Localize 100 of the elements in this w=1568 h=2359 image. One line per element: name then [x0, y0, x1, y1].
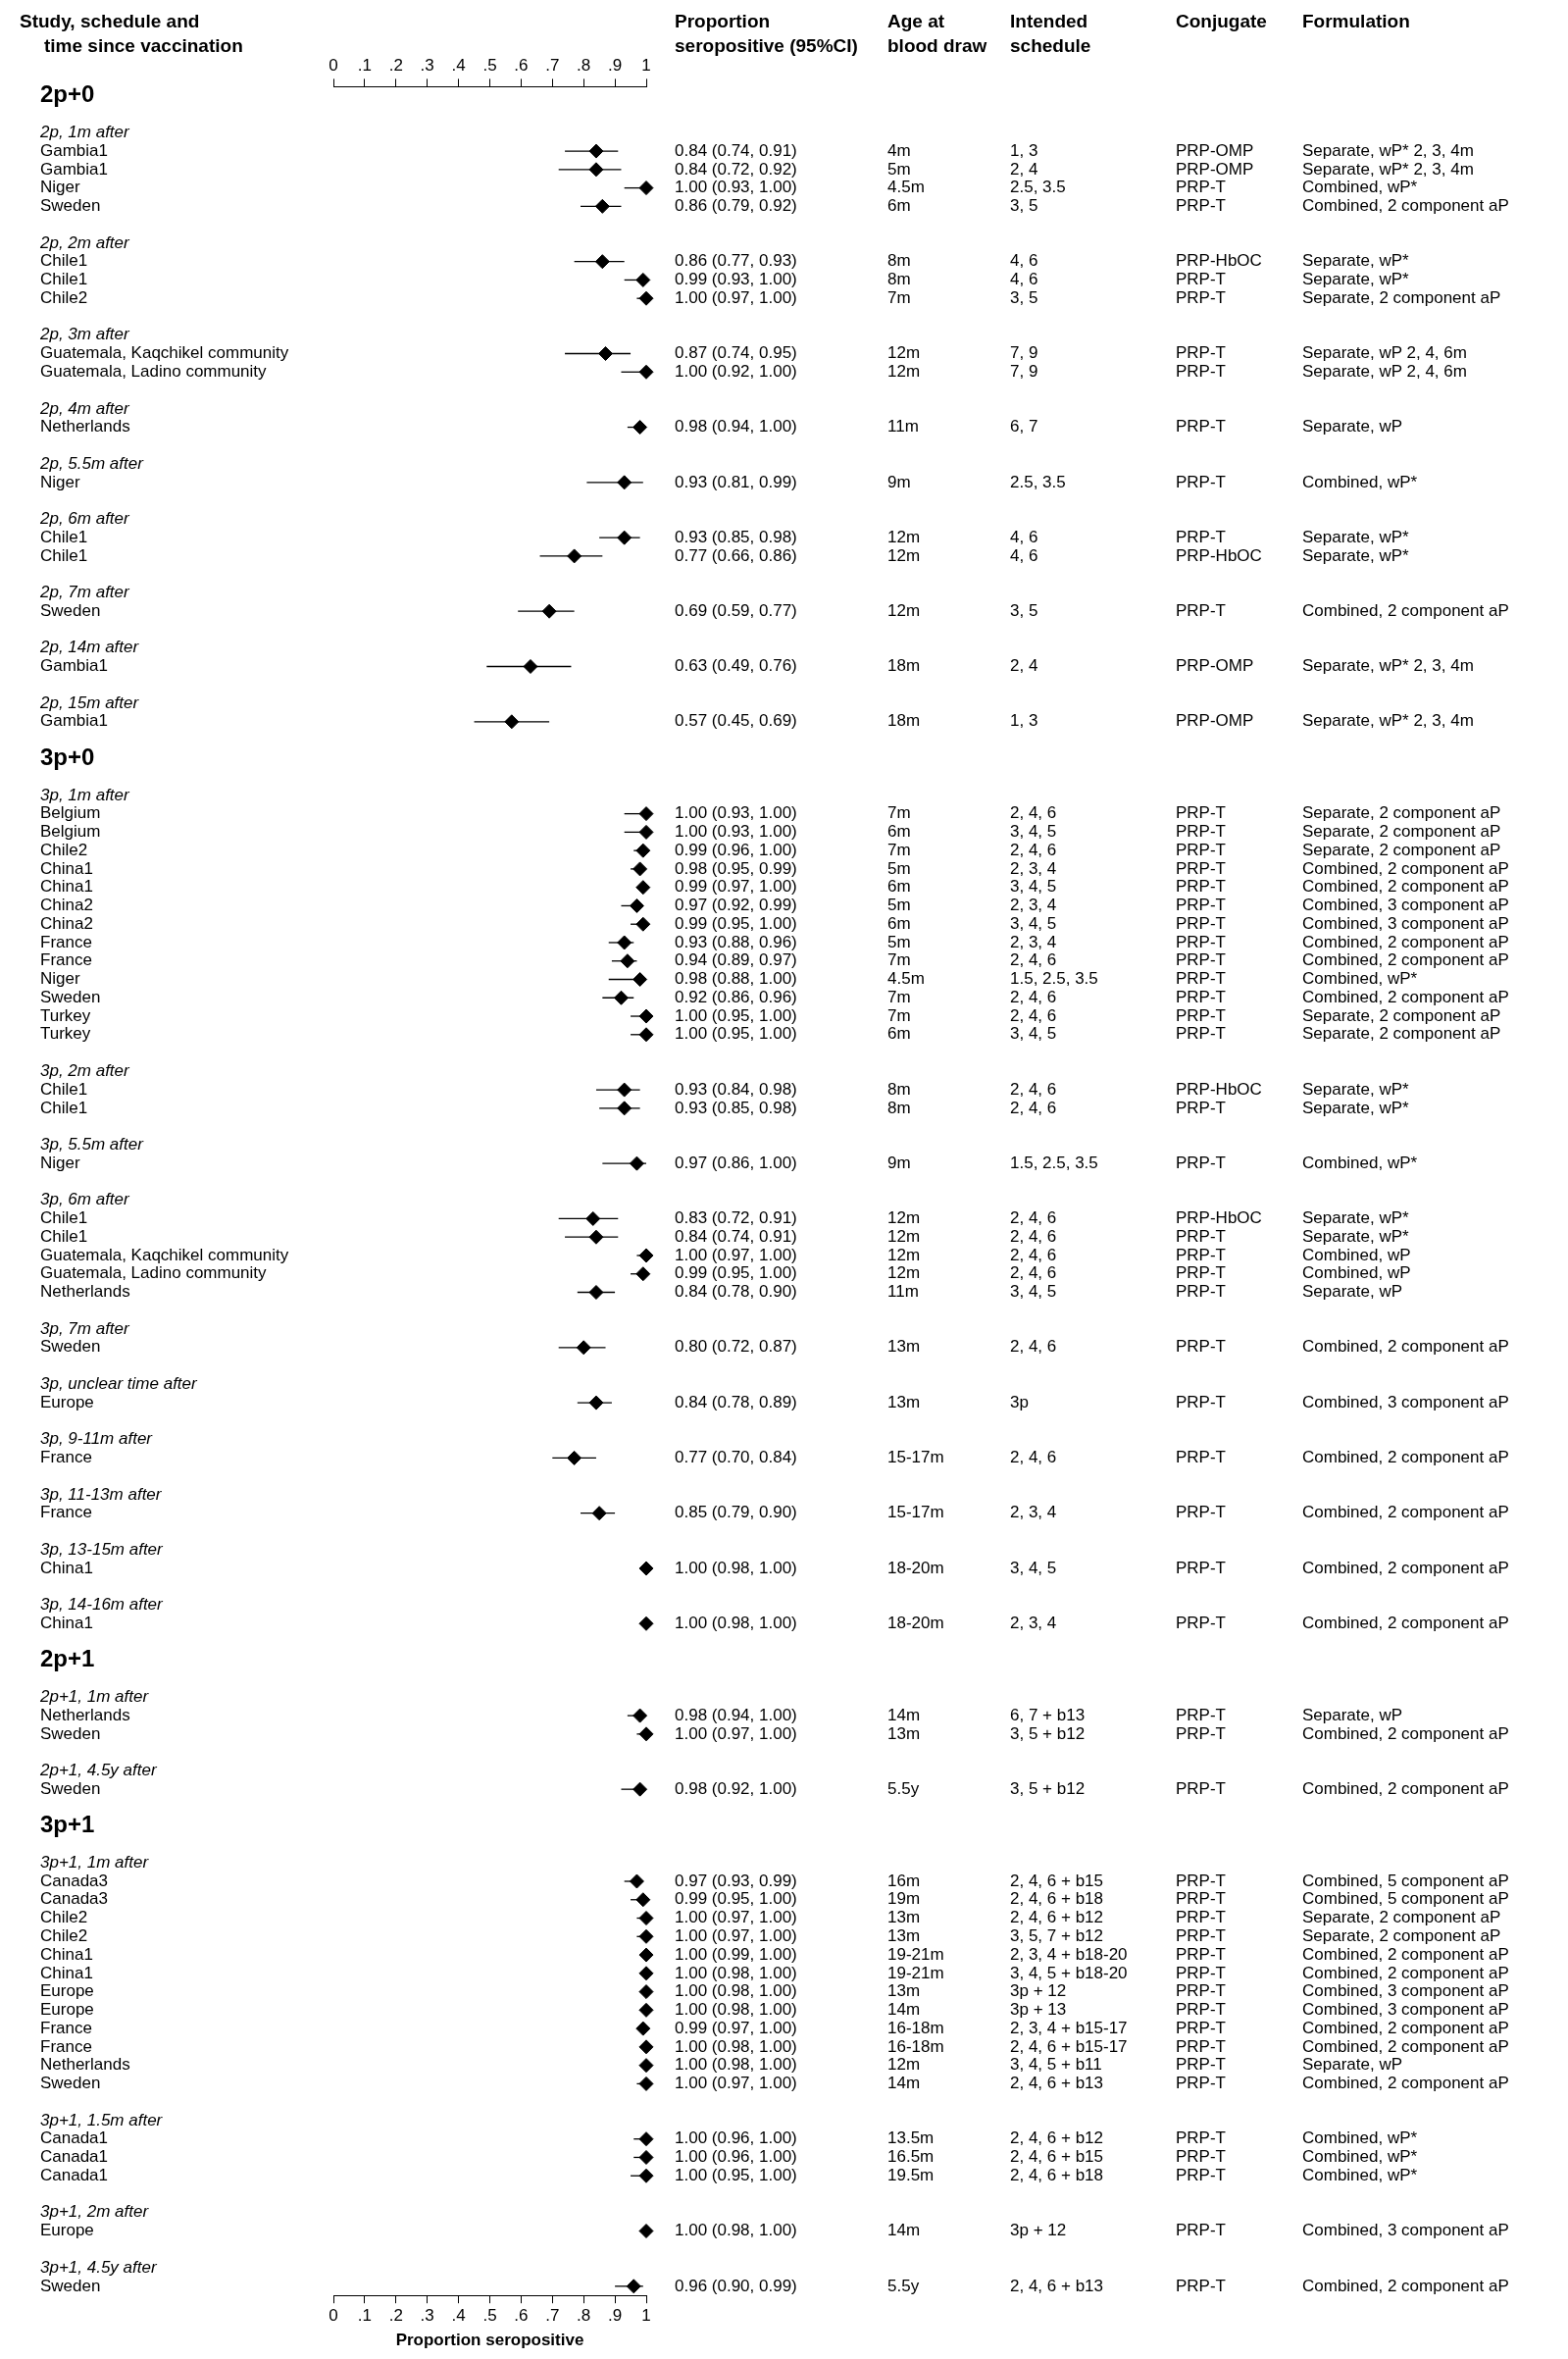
- y-tick-label: Canada1: [40, 2147, 109, 2167]
- text: Proportion seropositive (95%CI): [675, 11, 858, 57]
- text: PRP-T: [1176, 1282, 1226, 1302]
- data-label: 0.98 (0.92, 1.00): [675, 1778, 797, 1798]
- text: Combined, 5 component aP: [1302, 1889, 1509, 1909]
- text: 3, 5: [1010, 196, 1038, 216]
- text: Combined, 2 component aP: [1302, 858, 1509, 878]
- text: PRP-T: [1176, 527, 1226, 546]
- text: 6m: [887, 1024, 911, 1044]
- data-label: 1.00 (0.98, 1.00): [675, 1981, 797, 2001]
- text: Combined, 2 component aP: [1302, 2018, 1509, 2037]
- text: 8m: [887, 1098, 911, 1117]
- text: 2, 4, 6 + b13: [1010, 2276, 1103, 2295]
- text: 18m: [887, 656, 921, 676]
- text: Combined, wP: [1302, 1263, 1411, 1283]
- data-label: 0.87 (0.74, 0.95): [675, 343, 797, 363]
- text: 2, 3, 4: [1010, 1503, 1057, 1522]
- data-label: 1.00 (0.97, 1.00): [675, 1908, 797, 1927]
- y-tick-label: Niger: [40, 472, 80, 491]
- y-tick-label: Chile1: [40, 251, 88, 271]
- y-tick-label: Sweden: [40, 600, 101, 620]
- text: PRP-T: [1176, 803, 1226, 823]
- data-label: 1.00 (0.93, 1.00): [675, 803, 797, 823]
- text: PRP-T: [1176, 2276, 1226, 2295]
- y-tick-label: Chile2: [40, 287, 88, 307]
- y-tick-label: Canada1: [40, 2128, 109, 2148]
- y-tick-label: 3p, 9-11m after: [40, 1429, 154, 1449]
- data-label: 0.93 (0.88, 0.96): [675, 932, 797, 951]
- text: Separate, 2 component aP: [1302, 822, 1501, 842]
- text: Separate, wP*: [1302, 1079, 1410, 1099]
- text: 16-18m: [887, 2036, 944, 2056]
- text: Separate, wP* 2, 3, 4m: [1302, 656, 1474, 676]
- text: 2, 4, 6: [1010, 1079, 1057, 1099]
- text: PRP-OMP: [1176, 656, 1254, 676]
- text: Separate, 2 component aP: [1302, 1005, 1501, 1025]
- data-label: 0.84 (0.74, 0.91): [675, 140, 797, 160]
- text: Separate, 2 component aP: [1302, 1908, 1501, 1927]
- y-tick-label: France: [40, 932, 92, 951]
- text: 7m: [887, 287, 911, 307]
- y-tick-label: Guatemala, Kaqchikel community: [40, 1245, 289, 1264]
- y-tick-label: 3p, 5.5m after: [40, 1135, 145, 1154]
- text: 4.5m: [887, 969, 925, 989]
- data-label: 0.97 (0.86, 1.00): [675, 1153, 797, 1172]
- text: 2, 4, 6 + b18: [1010, 1889, 1103, 1909]
- y-tick-label: Niger: [40, 969, 80, 989]
- x2-tick-label: .6: [514, 2306, 529, 2326]
- text: 3, 5, 7 + b12: [1010, 1925, 1103, 1945]
- text: 3p: [1010, 1392, 1029, 1411]
- data-label: 1.00 (0.98, 1.00): [675, 1558, 797, 1577]
- data-label: 0.98 (0.95, 0.99): [675, 858, 797, 878]
- data-label: 1.00 (0.97, 1.00): [675, 1245, 797, 1264]
- text: 12m: [887, 545, 921, 565]
- text: 4, 6: [1010, 251, 1038, 271]
- text: 2, 4, 6: [1010, 840, 1057, 859]
- x2-tick-label: .7: [545, 2306, 560, 2326]
- text: 3, 4, 5 + b18-20: [1010, 1963, 1128, 1982]
- y-tick-label: 3p+1, 1.5m after: [40, 2110, 164, 2129]
- data-label: 0.99 (0.95, 1.00): [675, 1889, 797, 1909]
- text: 12m: [887, 527, 921, 546]
- y-tick-label: Netherlands: [40, 417, 130, 436]
- x-tick-label: 1: [641, 55, 651, 75]
- data-label: 0.93 (0.85, 0.98): [675, 1098, 797, 1117]
- text: Separate, wP*: [1302, 270, 1410, 289]
- text: Conjugate: [1176, 11, 1267, 32]
- y-tick-label: 2p, 14m after: [39, 638, 140, 657]
- y-tick-label: Gambia1: [40, 159, 108, 179]
- text: PRP-T: [1176, 1944, 1226, 1964]
- text: PRP-T: [1176, 1723, 1226, 1743]
- text: 2, 4, 6: [1010, 987, 1057, 1006]
- text: Combined, wP*: [1302, 2165, 1418, 2184]
- y-tick-label: Europe: [40, 1981, 94, 2001]
- text: 7, 9: [1010, 361, 1038, 381]
- text: PRP-T: [1176, 1705, 1226, 1724]
- data-label: 1.00 (0.98, 1.00): [675, 2000, 797, 2020]
- y-tick-label: Gambia1: [40, 140, 108, 160]
- text: 3, 5: [1010, 600, 1038, 620]
- text: PRP-T: [1176, 877, 1226, 897]
- data-label: 0.84 (0.72, 0.92): [675, 159, 797, 179]
- text: Separate, wP 2, 4, 6m: [1302, 361, 1467, 381]
- y-tick-label: Netherlands: [40, 1282, 130, 1302]
- text: 3p + 13: [1010, 2000, 1067, 2020]
- data-label: 1.00 (0.99, 1.00): [675, 1944, 797, 1964]
- data-label: 1.00 (0.97, 1.00): [675, 287, 797, 307]
- text: Separate, 2 component aP: [1302, 840, 1501, 859]
- text: 12m: [887, 1263, 921, 1283]
- text: PRP-T: [1176, 1153, 1226, 1172]
- text: 18-20m: [887, 1558, 944, 1577]
- text: 2, 4, 6: [1010, 803, 1057, 823]
- text: PRP-HbOC: [1176, 1079, 1262, 1099]
- text: Combined, wP*: [1302, 2128, 1418, 2148]
- text: Separate, wP*: [1302, 527, 1410, 546]
- text: PRP-T: [1176, 1503, 1226, 1522]
- text: PRP-T: [1176, 1245, 1226, 1264]
- text: Separate, wP*: [1302, 1098, 1410, 1117]
- y-tick-label: 3p, 11-13m after: [40, 1484, 163, 1504]
- y-tick-label: France: [40, 1503, 92, 1522]
- text: 2, 4, 6 + b18: [1010, 2165, 1103, 2184]
- text: PRP-T: [1176, 196, 1226, 216]
- text: 2, 4, 6: [1010, 1226, 1057, 1246]
- text: 14m: [887, 1705, 921, 1724]
